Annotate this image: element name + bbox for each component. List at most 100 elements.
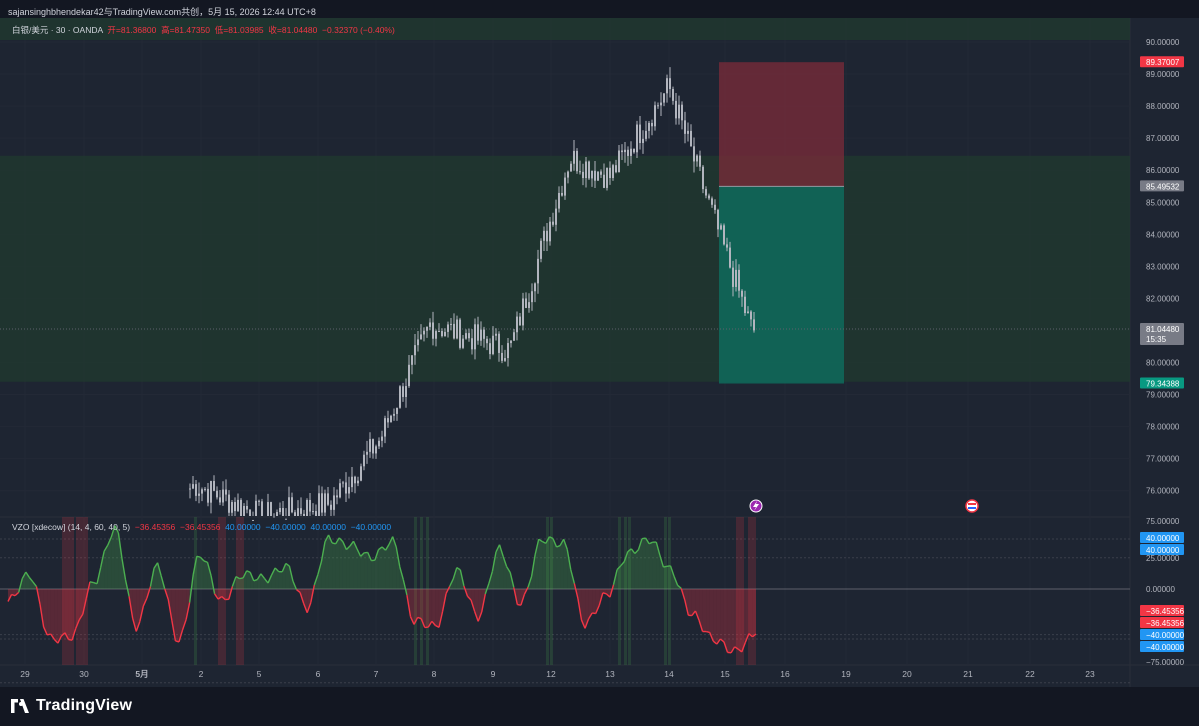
vzo-line	[210, 575, 216, 594]
vzo-fill	[453, 567, 457, 589]
candle-body	[744, 296, 746, 314]
vzo-line	[466, 595, 472, 601]
vzo-line	[730, 646, 736, 654]
candle-body	[345, 482, 347, 494]
candle-body	[273, 516, 275, 518]
vzo-line	[64, 632, 70, 640]
candle-body	[471, 338, 473, 350]
candle-body	[387, 418, 389, 423]
vzo-fill	[702, 589, 707, 632]
vzo-line	[481, 593, 486, 613]
vzo-line	[473, 611, 479, 622]
vzo-line	[188, 574, 194, 603]
vzo-line	[128, 596, 134, 619]
vzo-fill	[325, 534, 329, 589]
us-flag-event-icon[interactable]	[965, 499, 979, 513]
vzo-fill	[709, 589, 714, 642]
vzo-fill	[332, 542, 336, 589]
vzo-label-bg	[1140, 617, 1184, 628]
candle-body	[708, 195, 710, 199]
candle-body	[753, 319, 755, 331]
time-tick: 12	[546, 669, 556, 679]
vzo-line	[381, 546, 387, 551]
vzo-line	[659, 554, 665, 568]
chart-canvas[interactable]: 90.0000089.0000088.0000087.0000086.00000…	[0, 18, 1199, 687]
vzo-line	[196, 555, 201, 558]
candle-body	[441, 331, 443, 337]
candle-body	[552, 221, 554, 225]
candle-body	[564, 177, 566, 196]
vzo-fill	[435, 589, 439, 628]
vzo-line	[206, 562, 212, 576]
candle-body	[309, 499, 311, 512]
time-tick: 2	[199, 669, 204, 679]
price-label-bg	[1140, 56, 1184, 68]
vzo-tick: 75.00000	[1146, 517, 1180, 526]
candle-body	[633, 148, 635, 153]
vzo-line	[135, 621, 141, 632]
candle-body	[480, 329, 482, 341]
candle-body	[402, 386, 404, 397]
candle-body	[426, 326, 428, 331]
header-text: sajansinghbhendekar42与TradingView.com共创，…	[8, 7, 316, 17]
vzo-value-3: 40.00000	[225, 522, 261, 532]
candle-body	[687, 130, 689, 134]
vzo-line	[627, 548, 632, 553]
vzo-fill	[666, 565, 671, 589]
vzo-fill	[353, 541, 358, 589]
vzo-line	[584, 618, 590, 629]
candle-body	[528, 302, 530, 308]
vzo-fill	[670, 565, 675, 589]
vzo-line	[345, 545, 351, 551]
vzo-fill	[424, 589, 429, 628]
vzo-fill	[691, 589, 696, 616]
vzo-value-4: −40.00000	[265, 522, 306, 532]
candle-body	[381, 436, 383, 441]
vzo-fill	[342, 541, 347, 589]
price-tick: 89.00000	[1146, 70, 1180, 79]
vzo-line	[477, 611, 483, 622]
vzo-line	[573, 583, 579, 599]
vzo-value-5: 40.00000	[310, 522, 346, 532]
vzo-signal-bar	[748, 517, 752, 665]
candle-body	[297, 508, 299, 516]
vzo-fill	[385, 544, 390, 589]
candle-body	[702, 166, 704, 190]
candle-body	[222, 489, 224, 503]
vzo-signal-bar	[546, 517, 549, 665]
vzo-line	[42, 626, 48, 636]
vzo-fill	[538, 539, 543, 589]
candle-body	[312, 511, 314, 513]
vzo-line	[538, 538, 543, 543]
vzo-name[interactable]: VZO [xdecow] (14, 4, 60, 40, 5)	[12, 522, 131, 532]
candle-body	[549, 221, 551, 242]
vzo-line	[199, 556, 205, 562]
time-tick: 16	[780, 669, 790, 679]
tradingview-logo[interactable]: TradingView	[10, 697, 132, 715]
symbol-name[interactable]: 白银/美元 · 30 · OANDA	[12, 25, 103, 35]
vzo-line	[431, 620, 436, 626]
candle-body	[579, 171, 581, 173]
vzo-fill	[417, 589, 422, 619]
candle-body	[414, 345, 416, 356]
price-tick: 86.00000	[1146, 166, 1180, 175]
candle-body	[435, 331, 437, 339]
candle-body	[270, 502, 272, 516]
vzo-label: 40.00000	[1146, 546, 1180, 555]
vzo-fill	[549, 536, 553, 589]
time-tick: 15	[720, 669, 730, 679]
vzo-fill	[29, 577, 33, 589]
price-label: 89.37007	[1146, 58, 1180, 67]
vzo-fill	[738, 589, 742, 652]
vzo-line	[527, 576, 533, 588]
vzo-line	[181, 619, 187, 631]
vzo-line	[103, 544, 109, 552]
candle-body	[279, 507, 281, 513]
vzo-line	[228, 586, 234, 600]
candle-body	[306, 499, 308, 516]
vzo-line	[409, 616, 415, 625]
candle-body	[693, 146, 695, 162]
candle-body	[699, 155, 701, 167]
vzo-line	[719, 638, 725, 643]
candle-body	[249, 509, 251, 516]
